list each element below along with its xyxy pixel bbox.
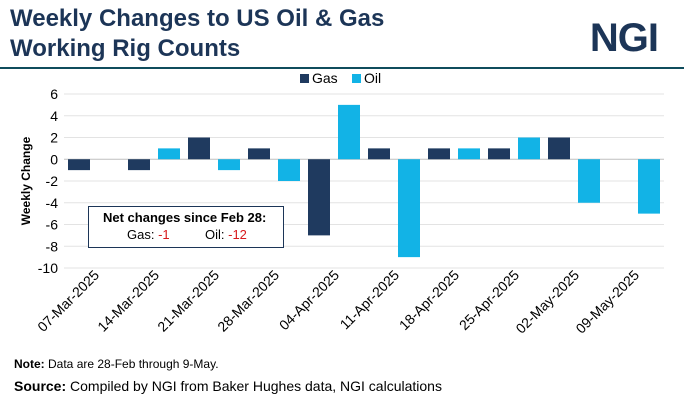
y-tick-label: 0 (50, 151, 58, 167)
bar-gas (488, 148, 510, 160)
y-tick-label: -8 (46, 238, 59, 254)
y-tick-label: 2 (50, 130, 58, 146)
net-oil-value: -12 (228, 227, 247, 242)
x-tick-label: 11-Apr-2025 (337, 267, 403, 333)
bar-gas (68, 159, 90, 171)
legend-swatch-gas (300, 74, 309, 83)
x-tick-label: 18-Apr-2025 (396, 267, 462, 333)
x-tick-label: 28-Mar-2025 (214, 267, 282, 335)
bar-oil (398, 159, 420, 258)
chart-title: Weekly Changes to US Oil & Gas Working R… (10, 4, 384, 64)
net-oil-label: Oil: (205, 227, 225, 242)
chart-title-line-2: Working Rig Counts (10, 35, 241, 62)
bar-oil (158, 148, 180, 160)
y-tick-label: -10 (38, 260, 58, 276)
bar-gas (368, 148, 390, 160)
bar-oil (638, 159, 660, 214)
bar-oil (518, 137, 540, 160)
note: Note: Data are 28-Feb through 9-May. (14, 357, 219, 371)
chart-title-line-1: Weekly Changes to US Oil & Gas (10, 5, 385, 32)
bar-gas (428, 148, 450, 160)
bar-oil (218, 159, 240, 171)
x-tick-label: 09-May-2025 (572, 267, 642, 337)
y-tick-label: -2 (46, 173, 59, 189)
legend-label-oil: Oil (364, 70, 381, 86)
net-changes-box: Net changes since Feb 28: Gas: -1 Oil: -… (88, 206, 284, 248)
y-tick-label: -4 (46, 195, 59, 211)
y-tick-label: 4 (50, 108, 58, 124)
legend-swatch-oil (352, 74, 361, 83)
x-tick-label: 25-Apr-2025 (456, 267, 522, 333)
y-tick-label: 6 (50, 86, 58, 102)
note-label: Note: (14, 357, 45, 371)
note-text: Data are 28-Feb through 9-May. (44, 357, 219, 371)
bar-oil (278, 159, 300, 181)
x-tick-label: 02-May-2025 (512, 267, 582, 337)
legend-label-gas: Gas (312, 70, 338, 86)
bar-gas (548, 137, 570, 160)
bar-gas (248, 148, 270, 160)
source-label: Source: (14, 378, 67, 394)
bar-oil (578, 159, 600, 203)
bar-gas (128, 159, 150, 171)
x-tick-label: 04-Apr-2025 (276, 267, 342, 333)
y-axis-label: Weekly Change (19, 136, 33, 225)
bar-gas (188, 137, 210, 160)
bar-gas (308, 159, 330, 236)
net-gas-label: Gas: (127, 227, 155, 242)
source: Source: Compiled by NGI from Baker Hughe… (14, 378, 442, 394)
net-gas-value: -1 (158, 227, 170, 242)
bar-oil (338, 104, 360, 160)
bar-oil (458, 148, 480, 160)
x-tick-label: 07-Mar-2025 (34, 267, 102, 335)
x-tick-label: 14-Mar-2025 (94, 267, 162, 335)
header-divider (0, 67, 684, 69)
x-tick-label: 21-Mar-2025 (154, 267, 222, 335)
y-tick-label: -6 (46, 217, 59, 233)
ngi-logo: NGI (589, 16, 659, 60)
source-text: Compiled by NGI from Baker Hughes data, … (66, 378, 442, 394)
net-changes-heading: Net changes since Feb 28: (103, 210, 267, 225)
